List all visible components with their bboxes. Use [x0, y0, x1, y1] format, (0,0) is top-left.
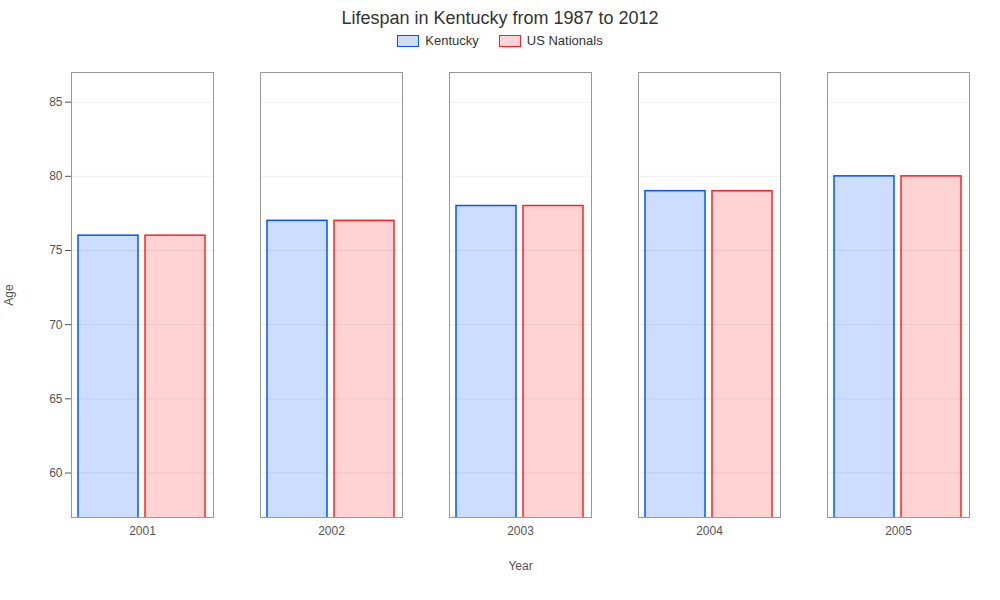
svg-text:75: 75 — [49, 243, 63, 257]
svg-text:60: 60 — [49, 466, 63, 480]
svg-text:2001: 2001 — [129, 524, 156, 538]
svg-text:85: 85 — [49, 95, 63, 109]
svg-text:2005: 2005 — [885, 524, 912, 538]
svg-text:65: 65 — [49, 392, 63, 406]
html-text:Lifespan in Kentucky from 1987: Lifespan in Kentucky from 1987 to 2012 — [341, 8, 659, 28]
svg-text:70: 70 — [49, 318, 63, 332]
svg-text:2003: 2003 — [507, 524, 534, 538]
svg-text:Age: Age — [2, 284, 16, 306]
svg-text:Year: Year — [508, 559, 532, 573]
html-text:Kentucky: Kentucky — [425, 33, 479, 48]
svg-text:2004: 2004 — [696, 524, 723, 538]
svg-text:80: 80 — [49, 169, 63, 183]
html-text:US Nationals: US Nationals — [526, 33, 603, 48]
svg-text:2002: 2002 — [318, 524, 345, 538]
